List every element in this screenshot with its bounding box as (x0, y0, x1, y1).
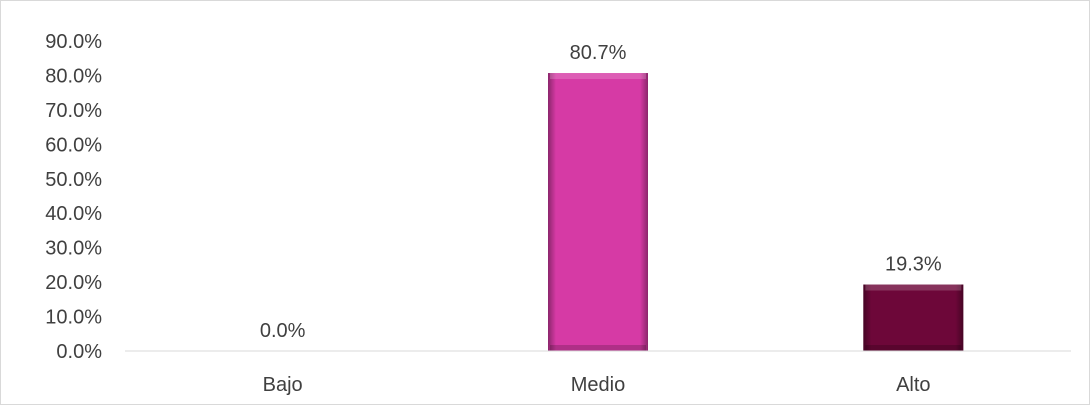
bar-bevel-bottom (550, 345, 646, 351)
y-tick-label: 0.0% (56, 341, 102, 363)
bars (548, 73, 964, 352)
bar-bevel-bottom (865, 345, 962, 351)
x-axis: Bajo Medio Alto (125, 350, 1071, 396)
data-label-alto: 19.3% (885, 254, 942, 276)
bar-bevel-top (865, 284, 962, 291)
y-tick-label: 70.0% (45, 100, 102, 122)
data-labels: 0.0% 80.7% 19.3% (260, 42, 942, 342)
bar-medio (548, 73, 648, 352)
y-axis: 0.0% 10.0% 20.0% 30.0% 40.0% 50.0% 60.0% 70.0% 8… (45, 31, 102, 363)
y-tick-label: 30.0% (45, 238, 102, 260)
y-tick-label: 10.0% (45, 307, 102, 329)
x-tick-label-medio: Medio (571, 374, 625, 396)
x-tick-label-bajo: Bajo (263, 374, 303, 396)
y-tick-label: 50.0% (45, 169, 102, 191)
y-tick-label: 20.0% (45, 272, 102, 294)
y-tick-label: 40.0% (45, 203, 102, 225)
bar-shade (548, 73, 648, 352)
bar-bevel-top (550, 73, 646, 80)
data-label-medio: 80.7% (570, 42, 627, 64)
y-tick-label: 90.0% (45, 31, 102, 53)
bar-shade (863, 284, 964, 351)
y-tick-label: 60.0% (45, 134, 102, 156)
y-tick-label: 80.0% (45, 65, 102, 87)
bar-alto (863, 284, 964, 351)
data-label-bajo: 0.0% (260, 320, 306, 342)
x-tick-label-alto: Alto (896, 374, 930, 396)
